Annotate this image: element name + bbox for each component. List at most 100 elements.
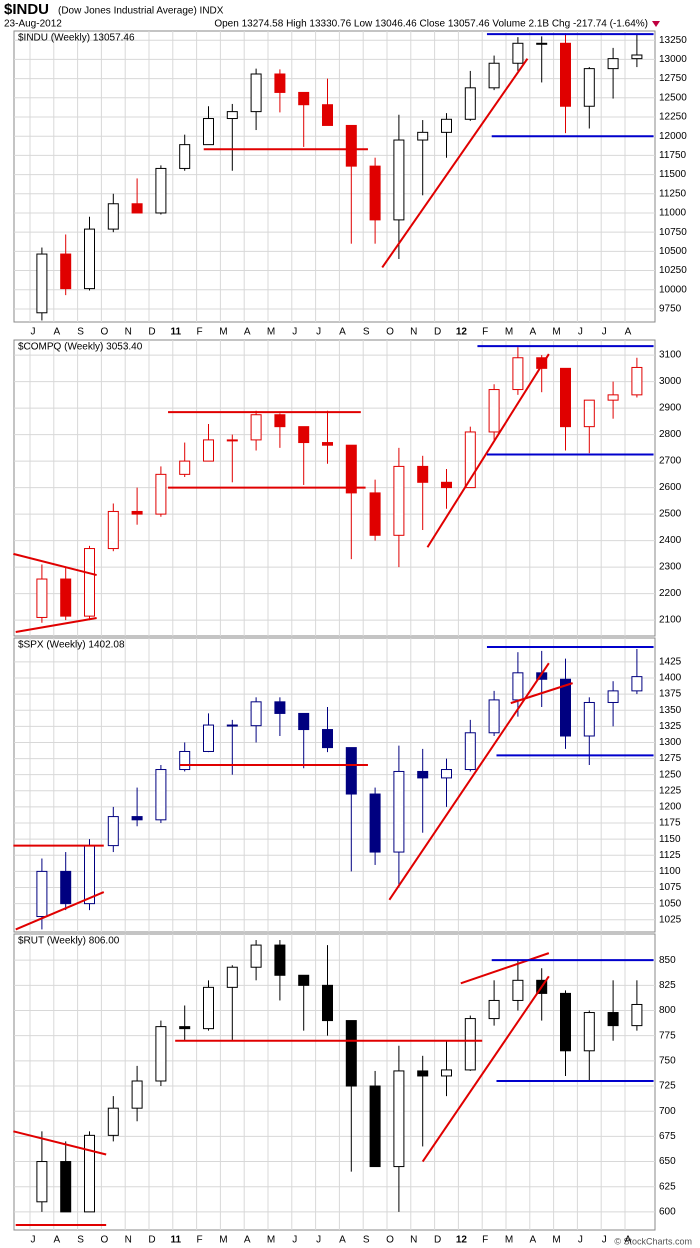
candle-body bbox=[36, 253, 48, 314]
candle-body bbox=[441, 118, 452, 133]
candle-body bbox=[107, 816, 119, 847]
y-tick-label: 2400 bbox=[659, 535, 682, 546]
candle-body bbox=[226, 439, 238, 442]
y-tick-label: 10000 bbox=[659, 284, 687, 295]
y-tick-label: 2500 bbox=[659, 509, 682, 520]
candle-body bbox=[322, 442, 333, 446]
y-tick-label: 11500 bbox=[659, 169, 687, 180]
candle-body bbox=[512, 672, 524, 701]
x-tick-label: M bbox=[219, 327, 227, 338]
y-tick-label: 12500 bbox=[659, 92, 687, 103]
trend-line bbox=[388, 662, 550, 901]
y-tick-label: 11000 bbox=[659, 208, 687, 219]
x-tick-label: F bbox=[482, 1235, 488, 1246]
candle-body bbox=[583, 1012, 595, 1052]
x-tick-label: M bbox=[505, 327, 513, 338]
y-tick-label: 825 bbox=[659, 980, 676, 991]
x-tick-label: D bbox=[148, 327, 155, 338]
x-tick-label: M bbox=[267, 1235, 275, 1246]
candle-body bbox=[560, 992, 571, 1052]
panel-title: $SPX (Weekly) 1402.08 bbox=[18, 640, 125, 651]
x-tick-label: M bbox=[267, 327, 275, 338]
candle-body bbox=[36, 1161, 48, 1203]
y-tick-label: 600 bbox=[659, 1207, 676, 1218]
candle-body bbox=[298, 712, 310, 731]
candle-body bbox=[631, 54, 643, 60]
candle-body bbox=[512, 42, 524, 64]
candle-body bbox=[583, 68, 595, 107]
y-tick-label: 12750 bbox=[659, 73, 687, 84]
plot-frame bbox=[13, 30, 656, 323]
x-tick-label: S bbox=[77, 1235, 84, 1246]
y-tick-label: 775 bbox=[659, 1030, 676, 1041]
x-tick-label: M bbox=[552, 1235, 560, 1246]
candle-body bbox=[393, 465, 405, 536]
y-tick-label: 700 bbox=[659, 1106, 676, 1117]
candle-body bbox=[345, 747, 357, 795]
x-tick-label: S bbox=[77, 327, 84, 338]
y-tick-label: 750 bbox=[659, 1055, 676, 1066]
y-tick-label: 1375 bbox=[659, 689, 682, 700]
x-tick-label: A bbox=[625, 327, 632, 338]
candle-body bbox=[36, 578, 48, 618]
candle-body bbox=[393, 1070, 405, 1168]
date: 23-Aug-2012 bbox=[4, 19, 62, 30]
x-tick-label: J bbox=[316, 327, 321, 338]
y-tick-label: 2300 bbox=[659, 562, 682, 573]
y-tick-label: 11750 bbox=[659, 150, 687, 161]
x-tick-label: N bbox=[125, 327, 132, 338]
credit: © StockCharts.com bbox=[614, 1236, 692, 1246]
x-tick-label: N bbox=[410, 1235, 417, 1246]
candle-body bbox=[464, 1018, 476, 1071]
y-tick-label: 1025 bbox=[659, 914, 682, 925]
y-tick-label: 1075 bbox=[659, 882, 682, 893]
candle-body bbox=[607, 690, 619, 703]
down-arrow bbox=[652, 21, 660, 27]
y-tick-label: 1250 bbox=[659, 769, 682, 780]
candle-body bbox=[107, 203, 119, 230]
x-tick-label: F bbox=[197, 1235, 203, 1246]
candle-body bbox=[583, 399, 595, 428]
candle-body bbox=[226, 966, 238, 988]
candle-body bbox=[536, 42, 548, 45]
candle-body bbox=[36, 870, 48, 918]
x-tick-label: 12 bbox=[456, 1235, 468, 1246]
y-tick-label: 10250 bbox=[659, 265, 687, 276]
candle-body bbox=[441, 481, 452, 489]
candle-body bbox=[607, 1012, 619, 1027]
x-tick-label: J bbox=[31, 327, 36, 338]
candle-body bbox=[488, 699, 500, 734]
trend-line bbox=[460, 952, 550, 985]
x-tick-label: O bbox=[386, 327, 394, 338]
candle-body bbox=[155, 769, 167, 821]
quote: Open 13274.58 High 13330.76 Low 13046.46… bbox=[214, 19, 648, 30]
candle-body bbox=[60, 578, 72, 617]
candle-body bbox=[631, 366, 643, 396]
y-tick-label: 11250 bbox=[659, 188, 687, 199]
candle-body bbox=[464, 87, 476, 120]
x-tick-label: N bbox=[125, 1235, 132, 1246]
y-tick-label: 12250 bbox=[659, 112, 687, 123]
trend-line bbox=[15, 616, 97, 634]
x-tick-label: N bbox=[410, 327, 417, 338]
x-tick-label: A bbox=[244, 1235, 251, 1246]
symbol-name: (Dow Jones Industrial Average) INDX bbox=[58, 6, 224, 17]
y-tick-label: 1050 bbox=[659, 898, 682, 909]
y-tick-label: 12000 bbox=[659, 131, 687, 142]
candle-body bbox=[274, 701, 286, 714]
y-tick-label: 1325 bbox=[659, 721, 682, 732]
x-tick-label: 12 bbox=[456, 327, 468, 338]
candle-body bbox=[393, 770, 405, 853]
trend-line bbox=[15, 891, 105, 931]
x-tick-label: O bbox=[101, 1235, 109, 1246]
y-tick-label: 1425 bbox=[659, 656, 682, 667]
candle-body bbox=[393, 139, 405, 221]
candle-body bbox=[274, 414, 286, 428]
candle-body bbox=[464, 431, 476, 489]
candle-body bbox=[84, 845, 95, 905]
candle-body bbox=[131, 816, 143, 821]
plot-frame bbox=[13, 637, 656, 933]
x-tick-label: D bbox=[434, 327, 441, 338]
candle-body bbox=[369, 793, 381, 853]
